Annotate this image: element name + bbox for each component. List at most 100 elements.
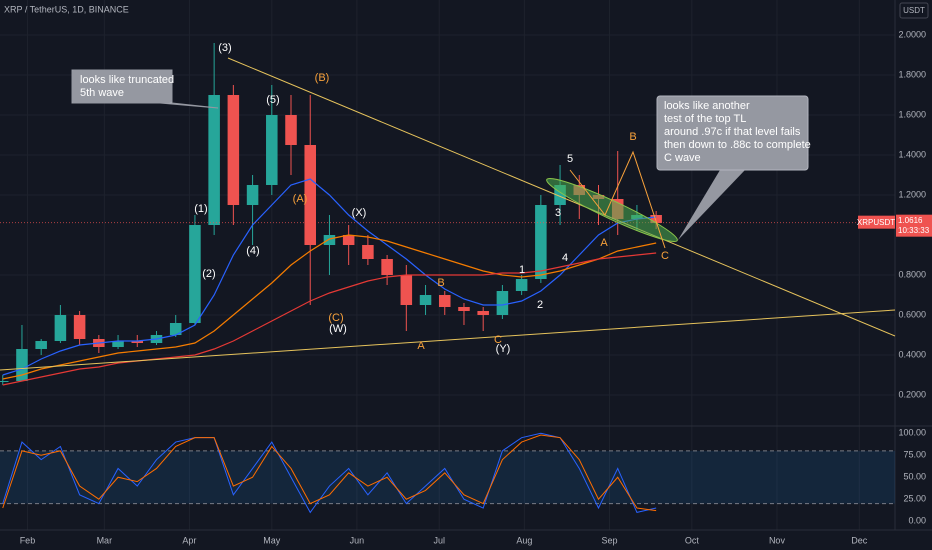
note-text: around .97c if that level fails — [664, 126, 801, 138]
y-tick-label: 50.00 — [903, 472, 926, 482]
x-tick-label: Jun — [350, 535, 365, 545]
last-price-label: 1.0616 — [898, 216, 923, 225]
x-tick-label: Aug — [516, 535, 532, 545]
note-text: then down to .88c to complete — [664, 139, 811, 151]
wave-label: (4) — [246, 245, 259, 257]
currency-badge — [899, 2, 929, 19]
candle-body — [515, 279, 528, 291]
y-tick-label: 0.4000 — [898, 349, 926, 359]
y-tick-label: 0.6000 — [898, 309, 926, 319]
x-tick-label: Oct — [685, 535, 700, 545]
y-tick-label: 1.8000 — [898, 69, 926, 79]
candle-body — [535, 205, 547, 279]
candle-body — [477, 311, 489, 315]
candle-body — [35, 341, 47, 349]
candle-body — [650, 215, 662, 223]
candle-body — [246, 185, 259, 205]
wave-label: (C) — [328, 312, 343, 324]
wave-label: (Y) — [496, 343, 511, 355]
wave-label: (A) — [293, 193, 308, 205]
candle-body — [458, 307, 470, 311]
highlight-ellipse — [546, 177, 678, 243]
y-tick-label: 1.6000 — [898, 109, 926, 119]
y-tick-label: 2.0000 — [898, 29, 926, 39]
candle-body — [131, 341, 144, 343]
candle-body — [189, 225, 201, 323]
x-tick-label: Nov — [769, 535, 786, 545]
note-text: looks like truncated — [80, 74, 174, 86]
trendline — [227, 57, 896, 337]
x-tick-label: Jul — [434, 535, 446, 545]
trendline — [0, 309, 896, 371]
candle-body — [323, 235, 336, 245]
price-tag — [896, 214, 932, 237]
x-tick-label: Feb — [20, 535, 36, 545]
wave-label: C — [661, 250, 669, 262]
wave-label: A — [600, 237, 608, 249]
candle-body — [438, 295, 451, 307]
candle-body — [381, 259, 393, 275]
candle-body — [342, 235, 355, 245]
line-series — [2, 252, 657, 386]
note-box: looks like another test of the top TL ar… — [656, 95, 811, 240]
candle-body — [496, 291, 509, 315]
candle-body — [362, 245, 374, 259]
y-tick-label: 100.00 — [898, 428, 926, 438]
line-series — [2, 432, 657, 514]
y-tick-label: 1.4000 — [898, 149, 926, 159]
x-tick-label: Sep — [601, 535, 617, 545]
candle-body — [285, 115, 297, 145]
candle-body — [304, 145, 316, 245]
y-tick-label: 25.00 — [903, 494, 926, 504]
candle-body — [112, 341, 124, 347]
symbol-tag — [858, 215, 895, 229]
note-text: test of the top TL — [664, 113, 746, 125]
candle-body — [0, 381, 9, 382]
stoch-band — [0, 450, 895, 504]
wave-label: (1) — [194, 203, 207, 215]
candle-body — [16, 349, 28, 381]
line-series — [2, 234, 657, 380]
wave-label: C — [494, 334, 502, 346]
candle-body — [227, 95, 240, 205]
y-tick-label: 0.2000 — [898, 389, 926, 399]
chart-title: XRP / TetherUS, 1D, BINANCE — [4, 4, 129, 14]
line-series — [2, 178, 657, 376]
wave-lines — [569, 150, 666, 249]
symbol-label: XRPUSDT — [857, 218, 895, 227]
wave-label: 4 — [562, 252, 568, 264]
wave-label: A — [417, 340, 425, 352]
x-tick-label: May — [263, 535, 281, 545]
y-tick-label: 0.00 — [908, 516, 926, 526]
candle-body — [400, 275, 413, 305]
y-tick-label: 1.2000 — [898, 189, 926, 199]
wave-label: (W) — [329, 323, 347, 335]
wave-label: 3 — [555, 207, 561, 219]
candle-body — [266, 115, 278, 185]
note-text: C wave — [664, 152, 701, 164]
wave-label: (X) — [352, 207, 367, 219]
y-tick-label: 0.8000 — [898, 269, 926, 279]
note-text: 5th wave — [80, 87, 124, 99]
wave-label: (B) — [315, 72, 330, 84]
candle-body — [73, 315, 86, 339]
wave-label: 5 — [567, 153, 573, 165]
x-tick-label: Apr — [182, 535, 196, 545]
candle-body — [419, 295, 432, 305]
candle-body — [54, 315, 67, 341]
currency: USDT — [903, 6, 925, 15]
line-series — [2, 434, 657, 512]
note-box: looks like truncated 5th wave — [71, 69, 219, 109]
wave-label: (5) — [266, 94, 279, 106]
candle-body — [208, 95, 220, 225]
countdown: 10:33:33 — [898, 226, 930, 235]
wave-label: 2 — [537, 299, 543, 311]
wave-label: (2) — [202, 268, 215, 280]
x-tick-label: Dec — [851, 535, 868, 545]
candle-body — [554, 185, 566, 205]
note-text: looks like another — [664, 100, 750, 112]
candle-body — [169, 323, 182, 335]
x-tick-label: Mar — [97, 535, 113, 545]
